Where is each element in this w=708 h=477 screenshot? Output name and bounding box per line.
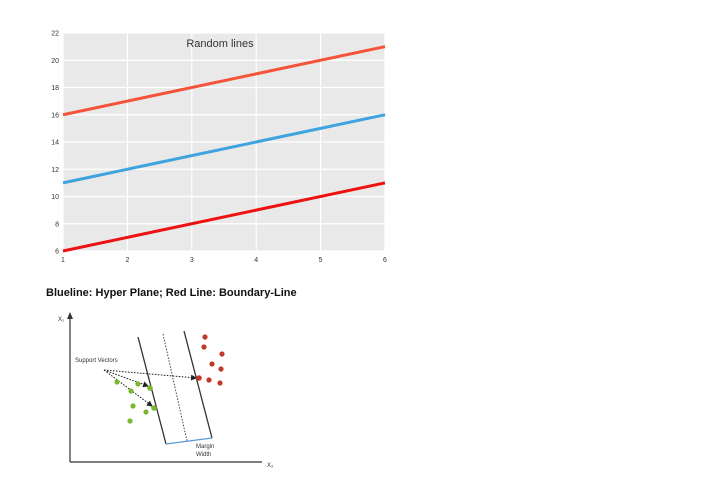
arrow-to-left-sv-2	[103, 369, 153, 407]
class-a-point	[151, 405, 157, 411]
svm-diagram: X₁ X₂ Support Vectors Margin Width	[58, 312, 274, 469]
figure-caption: Blueline: Hyper Plane; Red Line: Boundar…	[46, 287, 297, 299]
class-b-point	[201, 344, 207, 350]
x-tick-label: 4	[254, 257, 258, 264]
x-tick-label: 5	[319, 257, 323, 264]
grid-layer	[62, 32, 386, 252]
x-tick-label: 1	[61, 257, 65, 264]
y-tick-label: 22	[51, 31, 59, 38]
x-tick-label: 3	[190, 257, 194, 264]
class-b-point	[196, 375, 202, 381]
series-line-3	[62, 181, 386, 253]
hyperplane-line	[162, 333, 188, 442]
class-b-point	[218, 366, 224, 372]
chart-title: Random lines	[186, 38, 254, 50]
y-tick-label: 6	[55, 249, 59, 256]
class-b-points	[196, 334, 225, 386]
class-b-point	[202, 334, 208, 340]
y-axis-arrow	[67, 312, 73, 319]
support-vectors-label: Support Vectors	[75, 358, 118, 364]
class-b-point	[219, 351, 225, 357]
arrow-to-right-sv	[103, 369, 197, 381]
class-a-point	[130, 403, 136, 409]
class-a-point	[147, 385, 153, 391]
class-a-point	[135, 381, 141, 387]
class-a-point	[114, 379, 120, 385]
margin-label-line2: Width	[196, 452, 211, 458]
class-a-point	[127, 418, 133, 424]
series-line-2	[62, 113, 386, 185]
y-tick-label: 20	[51, 58, 59, 65]
class-b-point	[217, 380, 223, 386]
class-b-point	[209, 361, 215, 367]
y-tick-label: 16	[51, 112, 59, 119]
series-line-1	[62, 45, 386, 117]
support-vector-arrows	[103, 369, 197, 407]
y-tick-label: 12	[51, 167, 59, 174]
y-tick-label: 18	[51, 85, 59, 92]
x-tick-label: 6	[383, 257, 387, 264]
boundary-line-left	[137, 336, 167, 445]
random-lines-chart: 1 2 3 4 5 6 6 8 10 12 14 16 18 20 22 Random lines	[51, 31, 387, 265]
y-tick-label: 14	[51, 140, 59, 147]
y-axis-label: X₁	[58, 317, 64, 323]
boundary-line-right	[183, 330, 213, 439]
x-tick-label: 2	[125, 257, 129, 264]
margin-width-line	[165, 437, 213, 445]
y-tick-label: 10	[51, 194, 59, 201]
x-axis-label: X₂	[267, 463, 274, 469]
class-a-points	[114, 379, 157, 424]
y-tick-label: 8	[55, 221, 59, 228]
class-b-point	[206, 377, 212, 383]
margin-label-line1: Margin	[196, 444, 214, 450]
arrow-to-left-sv-1	[103, 369, 149, 388]
series-layer	[62, 45, 386, 253]
class-a-point	[143, 409, 149, 415]
class-a-point	[128, 388, 134, 394]
